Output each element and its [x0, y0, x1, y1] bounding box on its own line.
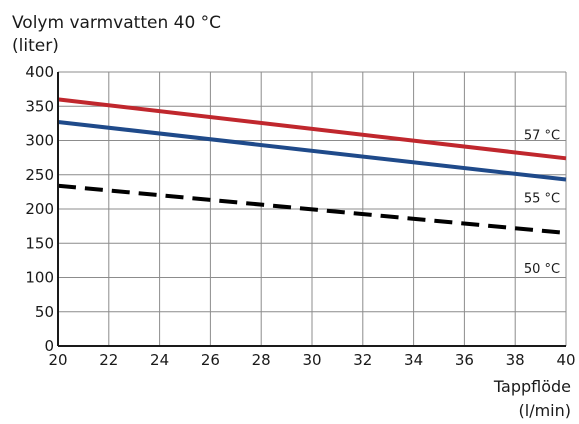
x-tick-label: 30 — [302, 351, 321, 369]
x-tick-label: 40 — [556, 351, 575, 369]
chart-title-line-2: (liter) — [12, 36, 59, 56]
x-tick-label: 38 — [506, 351, 525, 369]
x-tick-label: 28 — [252, 351, 271, 369]
plot-frame — [57, 72, 566, 347]
series-group — [57, 97, 567, 235]
y-tick-label: 400 — [25, 63, 54, 81]
y-tick-label: 350 — [25, 97, 54, 115]
series-line-0 — [57, 97, 567, 161]
series-line-1 — [57, 120, 567, 182]
x-tick-label: 26 — [201, 351, 220, 369]
x-tick-label: 34 — [404, 351, 423, 369]
x-axis-label-line-2: (l/min) — [519, 401, 572, 420]
y-tick-label: 200 — [25, 200, 54, 218]
y-tick-label: 0 — [44, 337, 54, 355]
x-tick-label: 22 — [99, 351, 118, 369]
y-tick-label: 50 — [35, 303, 54, 321]
y-tick-label: 250 — [25, 166, 54, 184]
y-tick-label: 300 — [25, 132, 54, 150]
series-labels: 57 °C 55 °C 50 °C — [524, 128, 560, 277]
series-label-2: 50 °C — [524, 262, 560, 277]
series-label-1: 55 °C — [524, 192, 560, 207]
y-tick-labels: 0 50 100 150 200 250 300 350 400 — [25, 63, 54, 355]
x-tick-label: 36 — [455, 351, 474, 369]
x-tick-label: 20 — [48, 351, 67, 369]
x-tick-label: 24 — [150, 351, 169, 369]
y-tick-label: 100 — [25, 269, 54, 287]
chart-title-line-1: Volym varmvatten 40 °C — [12, 13, 221, 33]
x-tick-labels: 20 22 24 26 28 30 32 34 36 38 40 — [48, 351, 575, 369]
y-tick-label: 150 — [25, 234, 54, 252]
series-line-2 — [57, 183, 567, 235]
series-label-0: 57 °C — [524, 128, 560, 143]
x-tick-label: 32 — [353, 351, 372, 369]
x-axis-label-line-1: Tappflöde — [493, 377, 571, 396]
